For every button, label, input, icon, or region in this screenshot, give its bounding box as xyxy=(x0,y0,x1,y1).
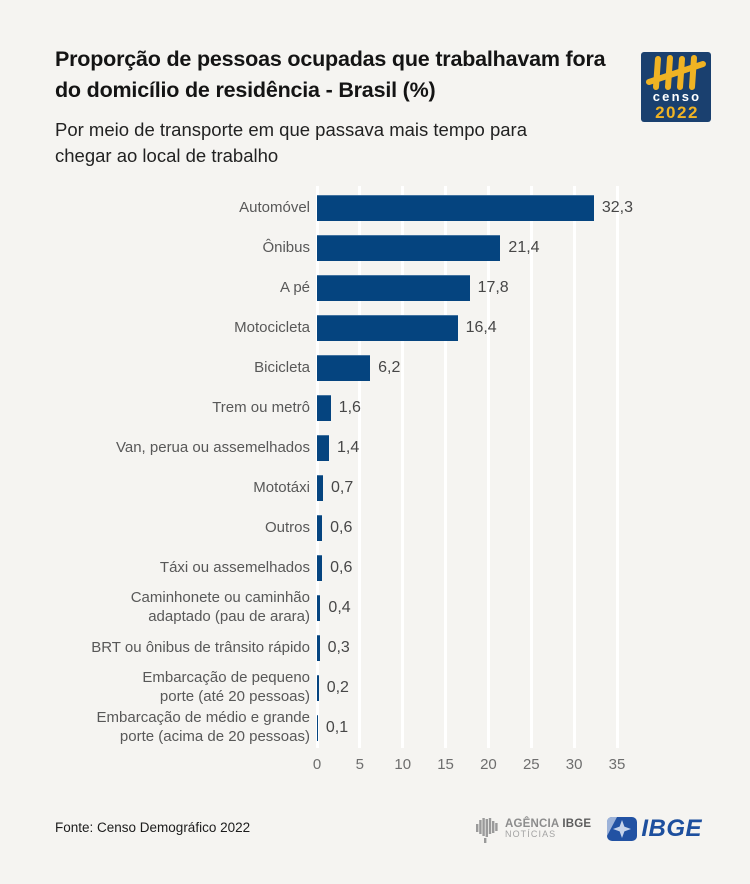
category-label: Bicicleta xyxy=(254,358,310,376)
bar xyxy=(317,355,371,381)
x-axis-tick-label: 0 xyxy=(312,756,322,773)
gridline xyxy=(401,186,405,748)
bar-row: Trem ou metrô 1,6 xyxy=(0,388,750,428)
category-label: Embarcação de pequeno porte (até 20 pess… xyxy=(142,669,310,705)
bar-row: Outros 0,6 xyxy=(0,508,750,548)
ibge-wordmark: IBGE xyxy=(641,815,702,842)
brazil-bars-icon xyxy=(475,818,498,843)
category-label: Ônibus xyxy=(262,238,310,256)
value-label: 1,6 xyxy=(338,399,361,416)
value-label: 0,7 xyxy=(331,479,354,496)
x-axis-tick-label: 20 xyxy=(480,756,497,773)
bar xyxy=(317,395,331,421)
agencia-ibge-noticias-logo: AGÊNCIA IBGE NOTÍCIAS xyxy=(475,815,591,843)
bar-row: Ônibus 21,4 xyxy=(0,228,750,268)
category-label: Embarcação de médio e grande porte (acim… xyxy=(96,709,310,745)
value-label: 17,8 xyxy=(477,279,509,296)
bar xyxy=(317,195,594,221)
bar-row: Automóvel 32,3 xyxy=(0,188,750,228)
x-axis-tick-label: 15 xyxy=(437,756,454,773)
value-label: 32,3 xyxy=(601,199,633,216)
category-label: Mototáxi xyxy=(253,478,310,496)
bar xyxy=(317,715,318,741)
category-label: Outros xyxy=(264,518,310,536)
bar-row: Van, perua ou assemelhados 1,4 xyxy=(0,428,750,468)
censo-2022-logo: censo 2022 xyxy=(641,52,711,122)
censo-logo-word: censo xyxy=(652,89,702,104)
gridline xyxy=(444,186,448,748)
value-label: 1,4 xyxy=(337,439,360,456)
ibge-logo: IBGE xyxy=(607,815,702,843)
bar-row: Mototáxi 0,7 xyxy=(0,468,750,508)
x-axis-tick-label: 30 xyxy=(565,756,583,773)
value-label: 0,1 xyxy=(325,719,349,736)
bar-row: A pé 17,8 xyxy=(0,268,750,308)
agencia-ibge-text: AGÊNCIA IBGE NOTÍCIAS xyxy=(505,818,591,841)
value-label: 6,2 xyxy=(378,359,401,376)
bar xyxy=(317,275,470,301)
bar xyxy=(317,435,329,461)
bar-row: Caminhonete ou caminhão adaptado (pau de… xyxy=(0,588,750,628)
category-label: Automóvel xyxy=(239,198,310,216)
x-axis: 0 5 10 15 20 25 30 35 xyxy=(0,756,750,776)
x-axis-tick-label: 5 xyxy=(355,756,365,773)
agencia-ibge-label: IBGE xyxy=(562,817,592,830)
ibge-star-icon xyxy=(607,817,638,841)
value-label: 0,3 xyxy=(327,639,350,656)
category-label: A pé xyxy=(279,278,310,296)
gridline xyxy=(529,186,533,748)
bar-row: Embarcação de médio e grande porte (acim… xyxy=(0,708,750,748)
gridline xyxy=(615,186,619,748)
bar-row: Embarcação de pequeno porte (até 20 pess… xyxy=(0,668,750,708)
x-axis-tick-label: 35 xyxy=(608,756,626,773)
bar-row: Motocicleta 16,4 xyxy=(0,308,750,348)
x-axis-tick-label: 10 xyxy=(394,756,412,773)
footer-logos: AGÊNCIA IBGE NOTÍCIAS IBGE xyxy=(475,812,702,846)
bar xyxy=(317,235,501,261)
value-label: 0,2 xyxy=(326,679,349,696)
bar xyxy=(317,635,320,661)
category-label: Caminhonete ou caminhão adaptado (pau de… xyxy=(130,589,310,625)
chart-subtitle: Por meio de transporte em que passava ma… xyxy=(55,119,527,166)
chart-title: Proporção de pessoas ocupadas que trabal… xyxy=(55,47,606,103)
category-label: Van, perua ou assemelhados xyxy=(115,438,310,456)
bar xyxy=(317,515,323,541)
censo-logo-year: 2022 xyxy=(655,103,699,122)
agencia-label: AGÊNCIA xyxy=(504,817,559,830)
x-axis-tick-label: 25 xyxy=(522,756,540,773)
category-label: Motocicleta xyxy=(234,318,310,336)
tally-marks-icon xyxy=(646,55,706,90)
bar xyxy=(317,675,319,701)
category-label: Táxi ou assemelhados xyxy=(159,558,310,576)
source-note: Fonte: Censo Demográfico 2022 xyxy=(55,820,251,835)
gridlines xyxy=(0,186,750,748)
bar xyxy=(317,555,323,581)
bar xyxy=(317,595,321,621)
gridline xyxy=(358,186,362,748)
bar-row: BRT ou ônibus de trânsito rápido 0,3 xyxy=(0,628,750,668)
bar xyxy=(317,475,323,501)
category-label: Trem ou metrô xyxy=(212,398,310,416)
value-label: 21,4 xyxy=(508,239,540,256)
category-label: BRT ou ônibus de trânsito rápido xyxy=(91,638,310,656)
bar-row: Táxi ou assemelhados 0,6 xyxy=(0,548,750,588)
value-label: 0,4 xyxy=(328,599,351,616)
bar-row: Bicicleta 6,2 xyxy=(0,348,750,388)
gridline xyxy=(572,186,576,748)
gridline xyxy=(315,186,319,748)
bar xyxy=(317,315,458,341)
value-label: 0,6 xyxy=(330,559,353,576)
gridline xyxy=(486,186,490,748)
value-label: 16,4 xyxy=(465,319,497,336)
bar-chart: Automóvel 32,3 Ônibus 21,4 A pé 17,8 Motocicle… xyxy=(0,188,750,748)
value-label: 0,6 xyxy=(330,519,353,536)
agencia-noticias-label: NOTÍCIAS xyxy=(504,829,557,840)
